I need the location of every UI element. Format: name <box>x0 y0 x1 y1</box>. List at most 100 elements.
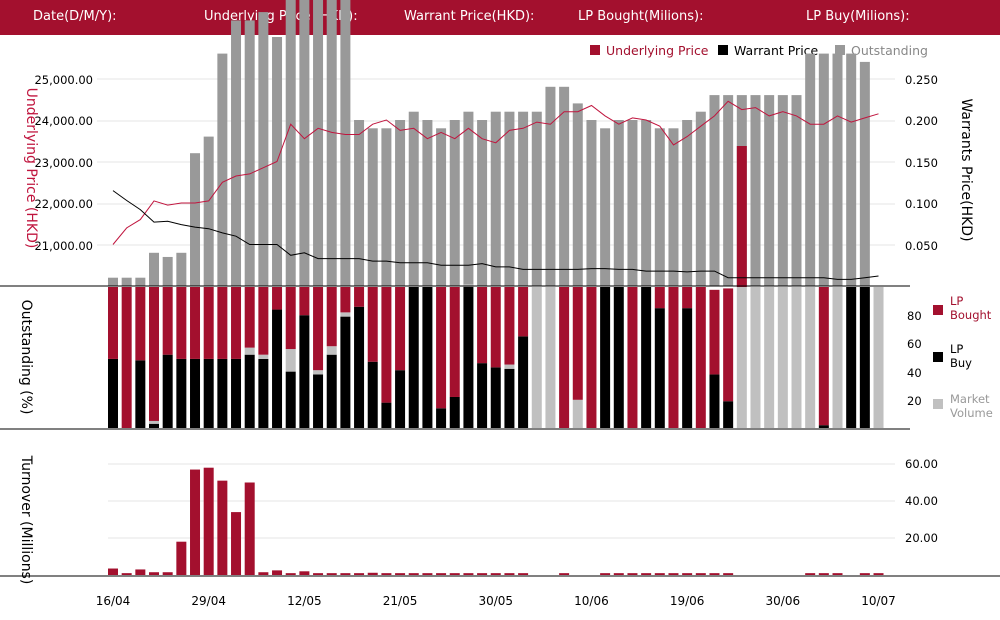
outstanding-bar <box>190 153 201 286</box>
turnover-bar <box>695 573 706 575</box>
outstanding-bars <box>108 0 870 287</box>
outstanding-bar <box>832 53 843 286</box>
lp-buy-bar <box>846 287 857 428</box>
outstanding-axis-title: Outstanding (%) <box>18 300 34 415</box>
outstanding-bar <box>354 120 365 286</box>
right-tick-0100: 0.100 <box>905 197 938 211</box>
turnover-bar <box>463 573 474 575</box>
lp-bought-bar <box>436 287 447 409</box>
outstanding-bar <box>395 120 406 286</box>
market-volume-bar <box>244 347 255 355</box>
outstanding-bar <box>805 53 816 286</box>
lp-buy-bar <box>449 396 460 428</box>
turnover-tick-20: 20.00 <box>905 531 938 545</box>
turnover-bar <box>190 469 201 575</box>
lp-bought-bar <box>326 287 337 347</box>
underlying-price-line <box>112 100 879 245</box>
warrant-price-line <box>112 190 879 280</box>
outstanding-bar <box>600 128 611 286</box>
x-tick-label: 10/06 <box>574 594 609 608</box>
outstanding-bar <box>818 53 829 286</box>
lp-bought-bar <box>449 287 460 397</box>
lp-bought-bar <box>572 287 583 400</box>
lp-buy-bar <box>326 354 337 428</box>
turnover-axis-title: Turnover (Millions) <box>18 455 34 585</box>
turnover-bar <box>203 467 214 575</box>
market-volume-bar <box>805 287 816 428</box>
turnover-bar <box>395 573 406 575</box>
lp-buy-bar <box>408 287 419 428</box>
market-volume-bar <box>545 287 556 428</box>
outstanding-bar <box>381 128 392 286</box>
outstanding-bar <box>859 61 870 287</box>
legend-swatch-market-volume <box>933 399 943 409</box>
lp-buy-bar <box>313 374 324 428</box>
turnover-bar <box>313 573 324 575</box>
lp-bought-bar <box>313 287 324 371</box>
market-volume-bar <box>832 287 843 428</box>
outstanding-bar <box>299 0 310 286</box>
lp-bought-bar <box>340 287 351 313</box>
turnover-bar <box>149 572 160 575</box>
lp-buy-bar <box>422 287 433 428</box>
market-volume-bar <box>504 364 515 369</box>
lp-buy-bar <box>135 360 146 428</box>
lp-bought-bar <box>244 287 255 348</box>
lp-bought-bar <box>586 287 597 428</box>
market-volume-bar <box>340 312 351 317</box>
legend-swatch-underlying <box>590 45 600 55</box>
legend-lp-bought-line2: Bought <box>950 308 992 322</box>
lp-buy-bar <box>613 287 624 428</box>
market-volume-bar <box>764 287 775 428</box>
lp-buy-bar <box>600 287 611 428</box>
lp-buy-bar <box>299 315 310 428</box>
lp-bought-bar <box>654 287 665 309</box>
turnover-bar <box>121 573 132 575</box>
turnover-bar <box>600 573 611 575</box>
turnover-bar <box>859 573 870 575</box>
lp-tick-60: 60 <box>907 337 922 351</box>
lp-buy-bar <box>682 308 693 428</box>
lp-buy-bar <box>654 308 665 428</box>
lp-bought-bar <box>504 287 515 365</box>
turnover-bar <box>272 570 283 575</box>
outstanding-bar <box>668 128 679 286</box>
outstanding-bar <box>463 111 474 286</box>
info-header: Date(D/M/Y): Underlying Price (HKD): War… <box>0 0 1000 35</box>
outstanding-bar <box>750 95 761 286</box>
lp-buy-bar <box>340 316 351 428</box>
outstanding-bar <box>244 20 255 287</box>
turnover-bar <box>231 512 242 575</box>
outstanding-bar <box>176 252 187 286</box>
lp-bought-bar <box>818 287 829 426</box>
lp-bought-bar <box>709 289 720 375</box>
turnover-bar <box>682 573 693 575</box>
legend-swatch-warrant <box>718 45 728 55</box>
outstanding-bar <box>641 120 652 286</box>
turnover-bar <box>381 573 392 575</box>
turnover-tick-40: 40.00 <box>905 494 938 508</box>
market-volume-bar <box>791 287 802 428</box>
outstanding-bar <box>313 0 324 286</box>
right-tick-0050: 0.050 <box>905 239 938 253</box>
lp-bought-bar <box>354 287 365 307</box>
outstanding-bar <box>162 256 173 286</box>
outstanding-bar <box>149 252 160 286</box>
outstanding-bar <box>477 120 488 286</box>
market-volume-bar <box>285 349 296 372</box>
turnover-bar <box>299 571 310 575</box>
turnover-bar <box>354 573 365 575</box>
lp-bought-bar <box>682 287 693 309</box>
market-volume-bar <box>873 287 884 428</box>
legend-lp-bought-line1: LP <box>950 294 963 308</box>
left-tick-21000: 21,000.00 <box>34 239 93 253</box>
outstanding-bar <box>723 95 734 286</box>
right-tick-0150: 0.150 <box>905 156 938 170</box>
lp-buy-bar <box>108 358 118 428</box>
market-volume-bar <box>149 420 160 424</box>
market-volume-bar <box>777 287 788 428</box>
turnover-bar <box>108 568 118 575</box>
outstanding-bar <box>846 53 857 286</box>
turnover-bar <box>422 573 433 575</box>
turnover-bar <box>449 573 460 575</box>
